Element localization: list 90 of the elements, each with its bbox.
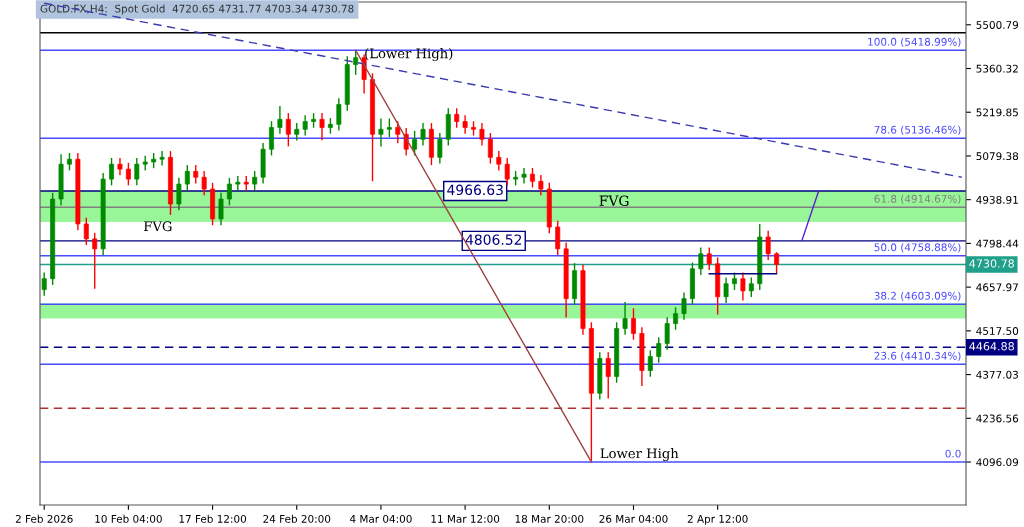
candlestick xyxy=(698,246,704,276)
candlestick xyxy=(673,306,679,331)
candlestick xyxy=(538,174,544,196)
candlestick xyxy=(319,112,325,141)
y-tick-label: 5360.32 xyxy=(976,64,1018,73)
candlestick xyxy=(521,167,527,185)
x-tick-label: 18 Mar 20:00 xyxy=(515,514,584,523)
candlestick xyxy=(252,170,258,192)
candlestick xyxy=(109,157,115,187)
x-tick-label: 24 Feb 20:00 xyxy=(263,514,331,523)
ref-line-label: 4806.52 xyxy=(465,234,522,245)
candlestick xyxy=(176,177,182,211)
y-tick-label: 4657.97 xyxy=(976,283,1018,292)
y-tick-label: 4236.56 xyxy=(976,414,1019,423)
candlestick xyxy=(336,97,342,132)
candlestick xyxy=(723,276,729,304)
ref-line-label: 4464.88 xyxy=(969,342,1014,351)
candlestick xyxy=(462,114,468,135)
candlestick xyxy=(83,217,89,246)
candlestick xyxy=(117,157,123,177)
annotation: 0.0 xyxy=(945,449,961,458)
annotation: (Lower High) xyxy=(365,48,453,62)
x-tick-label: 2 Apr 12:00 xyxy=(687,514,748,525)
candlestick xyxy=(386,117,392,138)
x-tick-label: 4 Mar 04:00 xyxy=(349,514,412,523)
candlestick xyxy=(622,301,628,336)
candlestick xyxy=(353,49,359,76)
candlestick xyxy=(647,349,653,378)
candlestick xyxy=(454,107,460,129)
candlestick xyxy=(740,271,746,302)
y-tick-label: 4517.50 xyxy=(976,327,1019,335)
candlestick xyxy=(184,164,190,192)
candlestick xyxy=(277,105,283,135)
candlestick xyxy=(664,316,670,351)
candlestick xyxy=(92,231,98,290)
candlestick xyxy=(656,336,662,364)
ref-line-label: 4966.63 xyxy=(447,184,503,196)
annotation: FVG xyxy=(143,221,172,232)
candlestick xyxy=(706,246,712,271)
x-tick-label: 17 Feb 12:00 xyxy=(179,514,247,523)
candlestick xyxy=(437,132,443,165)
ref-line-label: 50.0 (4758.88%) xyxy=(874,243,961,253)
candlestick xyxy=(395,120,401,145)
x-tick-label: 11 Mar 12:00 xyxy=(431,514,500,523)
candlestick xyxy=(193,164,199,185)
candlestick xyxy=(479,122,485,147)
candlestick xyxy=(41,271,47,297)
candlestick xyxy=(631,307,636,341)
candlestick xyxy=(487,132,493,165)
candlestick xyxy=(226,177,232,206)
chart-title: GOLD.FX,H4: Spot Gold 4720.65 4731.77 4703.34 4730.78 xyxy=(40,4,354,15)
x-tick-label: 26 Mar 04:00 xyxy=(599,514,668,523)
annotation: Lower High xyxy=(600,448,679,462)
candlestick xyxy=(530,167,535,189)
band-label: FVG xyxy=(599,195,629,206)
candlestick xyxy=(285,112,291,148)
candlestick xyxy=(774,251,780,274)
candlestick xyxy=(504,157,510,187)
y-tick-label: 4377.03 xyxy=(976,370,1018,379)
ref-line-label: 78.6 (5136.46%) xyxy=(874,125,961,135)
candlestick xyxy=(235,175,241,192)
candlestick xyxy=(748,276,754,298)
ref-line-label: 61.8 (4914.67%) xyxy=(874,194,961,204)
x-tick-label: 2 Feb 2026 xyxy=(15,514,73,523)
candlestick xyxy=(218,192,224,226)
candlestick xyxy=(555,220,561,256)
candlestick xyxy=(269,120,274,157)
candlestick xyxy=(605,351,611,400)
ref-line-label: 38.2 (4603.09%) xyxy=(874,291,961,301)
candlestick xyxy=(302,114,308,137)
x-tick-label: 10 Feb 04:00 xyxy=(95,514,162,523)
ref-line-label: 4730.78 xyxy=(969,259,1014,268)
candlestick xyxy=(765,230,771,261)
ref-line-label: 23.6 (4410.34%) xyxy=(874,351,961,361)
candlestick xyxy=(201,170,207,196)
candlestick xyxy=(420,122,426,147)
y-tick-label: 5219.85 xyxy=(976,108,1018,117)
candlestick xyxy=(681,291,687,321)
y-tick-label: 4938.91 xyxy=(976,195,1018,204)
candlestick xyxy=(159,150,165,167)
candlestick xyxy=(496,150,502,172)
candlestick xyxy=(378,117,384,148)
candlestick xyxy=(412,130,418,157)
ref-line-label: 100.0 (5418.99%) xyxy=(868,37,961,47)
y-tick-label: 4798.44 xyxy=(976,239,1019,248)
candlestick xyxy=(125,162,131,187)
candlestick xyxy=(134,157,140,187)
y-tick-label: 5079.38 xyxy=(976,152,1019,161)
y-tick-label: 4096.09 xyxy=(976,458,1019,467)
y-tick-label: 5500.79 xyxy=(976,21,1019,29)
